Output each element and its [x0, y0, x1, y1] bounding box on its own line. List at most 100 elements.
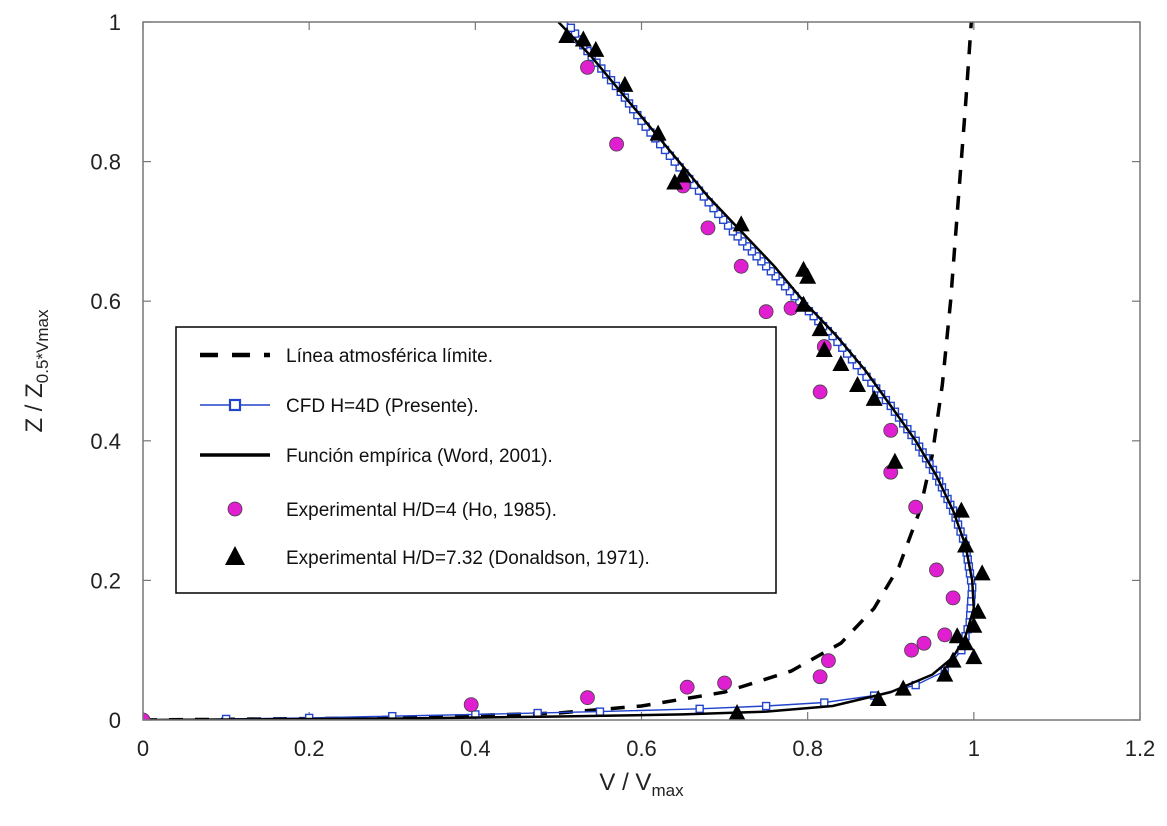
series-point [609, 136, 624, 152]
series-point [733, 258, 749, 274]
y-axis-title-main: Z / Z [21, 383, 48, 432]
series-0 [143, 22, 974, 720]
x-tick-label: 0.6 [626, 736, 657, 761]
series-point [728, 704, 746, 720]
x-tick-label: 1 [968, 736, 980, 761]
legend-swatch-marker [228, 398, 242, 412]
series-line [143, 22, 976, 720]
y-axis-title: Z / Z0.5*Vmax [21, 309, 52, 433]
plot-series [143, 22, 991, 720]
series-point [815, 341, 833, 358]
series-point [679, 679, 695, 695]
y-axis-title-sub: 0.5*Vmax [33, 309, 52, 383]
series-point [666, 173, 684, 190]
series-point [776, 277, 785, 286]
series-point [883, 422, 899, 438]
series-point [948, 627, 966, 644]
series-point [747, 247, 757, 256]
series-point [821, 653, 836, 669]
x-tick-label: 0.4 [460, 736, 491, 761]
legend-item: Función empírica (Word, 2001). [200, 446, 553, 467]
series-point [783, 300, 799, 316]
series-point [761, 701, 771, 711]
series-point [812, 669, 828, 685]
series-point [795, 295, 813, 312]
series-point [965, 616, 983, 633]
series-point [937, 627, 953, 643]
series-point [969, 602, 987, 619]
series-point [758, 304, 774, 320]
series-point [723, 221, 733, 230]
series-4 [558, 26, 991, 720]
series-point [717, 675, 732, 691]
series-point [929, 562, 944, 578]
series-point [780, 282, 790, 291]
series-point [616, 75, 634, 92]
x-axis-title-sub: max [651, 781, 684, 800]
legend-swatch [225, 546, 245, 565]
legend-label: CFD H=4D (Presente). [286, 396, 479, 417]
series-point [587, 40, 605, 57]
tick-labels: 0 0.2 0.4 0.6 0.8 1 1.2 0 0.2 0.4 0.6 0.8 1 [90, 10, 1155, 761]
series-point [695, 704, 704, 714]
series-point [916, 635, 932, 651]
series-point [785, 287, 795, 296]
series-point [533, 708, 542, 718]
series-point [766, 267, 776, 276]
series-point [757, 257, 766, 266]
legend-label: Experimental H/D=4 (Ho, 1985). [286, 500, 557, 521]
x-tick-label: 0.8 [792, 736, 823, 761]
y-tick-label: 0.8 [90, 150, 121, 175]
legend-label: Función empírica (Word, 2001). [286, 446, 553, 467]
series-group [143, 22, 991, 720]
series-point [945, 590, 961, 606]
series-point [674, 166, 692, 183]
series-point [944, 651, 962, 668]
series-point [894, 679, 912, 696]
series-2 [143, 22, 976, 720]
series-point [709, 203, 718, 213]
series-point [718, 215, 728, 224]
series-point [558, 26, 576, 43]
series-point [812, 384, 828, 400]
series-point [965, 648, 983, 665]
series-point [886, 452, 904, 469]
series-point [761, 262, 771, 271]
series-point [957, 634, 975, 651]
series-point [733, 232, 742, 241]
series-point [752, 252, 761, 261]
series-point [580, 690, 595, 706]
legend-box [175, 326, 777, 594]
series-point [574, 30, 592, 47]
plot-frame [142, 21, 1141, 721]
series-point [463, 697, 479, 713]
series-point [904, 642, 919, 658]
series-point [732, 215, 750, 232]
series-point [865, 389, 883, 406]
y-tick-label: 0.2 [90, 568, 121, 593]
legend-item: Línea atmosférica límite. [200, 346, 493, 367]
series-point [820, 698, 829, 707]
legend-label: Experimental H/D=7.32 (Donaldson, 1971). [286, 548, 650, 569]
x-axis-title: V / Vmax [599, 769, 684, 800]
series-point [849, 375, 867, 392]
series-point [738, 237, 747, 246]
legend-item: CFD H=4D (Presente). [200, 396, 479, 417]
legend-item: Experimental H/D=7.32 (Donaldson, 1971). [225, 546, 650, 569]
series-point [936, 665, 954, 682]
series-point [795, 260, 813, 277]
series-point [952, 501, 970, 518]
series-point [771, 272, 780, 281]
y-tick-label: 0 [109, 708, 121, 733]
series-point [908, 499, 924, 515]
series-point [714, 209, 723, 219]
x-axis-title-main: V / V [599, 769, 651, 796]
series-point [957, 536, 975, 553]
series-point [869, 690, 887, 707]
legend-item: Experimental H/D=4 (Ho, 1985). [227, 500, 557, 521]
series-point [566, 23, 576, 33]
legend: Línea atmosférica límite. CFD H=4D (Prese… [175, 326, 777, 594]
legend-label: Línea atmosférica límite. [286, 346, 493, 367]
x-tick-label: 0 [137, 736, 149, 761]
